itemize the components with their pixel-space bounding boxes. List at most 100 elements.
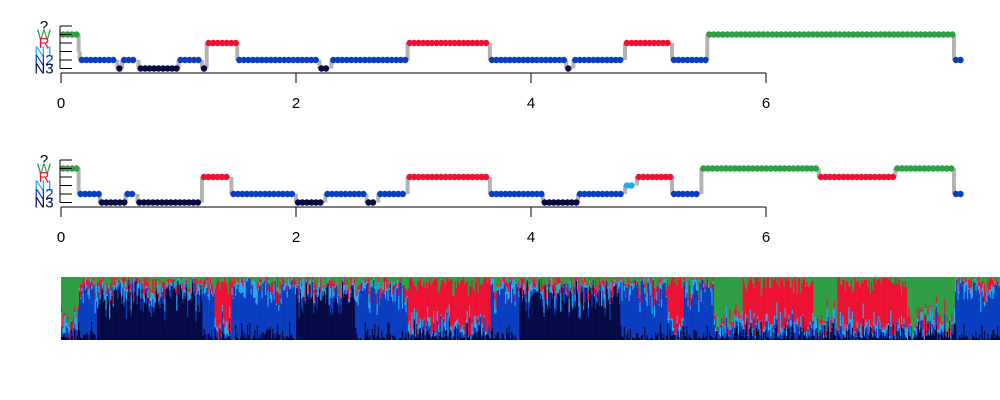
epoch-point (791, 31, 798, 38)
y-tick-label: ? (40, 18, 48, 35)
probability-column (574, 277, 577, 340)
probability-band-w (632, 277, 634, 282)
probability-band-r (454, 281, 457, 323)
probability-band-n3 (985, 339, 987, 340)
probability-band-n2 (416, 323, 418, 330)
probability-band-n3 (721, 330, 723, 340)
probability-band-w (679, 277, 681, 280)
probability-band-n2 (200, 285, 202, 290)
probability-band-n1 (917, 319, 920, 321)
probability-band-n3 (134, 291, 136, 340)
probability-band-r (146, 282, 148, 287)
probability-band-w (748, 277, 751, 279)
probability-band-n1 (567, 281, 569, 284)
epoch-point (895, 31, 902, 38)
probability-band-n3 (158, 304, 160, 340)
probability-band-r (861, 279, 863, 337)
probability-band-n3 (961, 334, 963, 340)
probability-band-n3 (275, 332, 278, 340)
probability-column (441, 277, 443, 340)
probability-band-r (275, 289, 278, 304)
probability-band-n1 (721, 323, 723, 325)
probability-band-w (346, 277, 349, 280)
probability-band-n1 (403, 282, 405, 285)
probability-band-w (724, 277, 727, 327)
probability-band-n1 (87, 290, 89, 295)
probability-band-n2 (117, 286, 119, 299)
epoch-point (550, 199, 557, 206)
probability-band-n2 (167, 284, 170, 288)
probability-band-n1 (149, 298, 152, 301)
probability-column (481, 277, 483, 340)
probability-band-n2 (478, 324, 481, 326)
probability-band-n1 (928, 329, 931, 335)
probability-column (973, 277, 975, 340)
probability-band-n3 (585, 287, 587, 340)
probability-band-w (986, 277, 988, 290)
probability-band-n1 (619, 282, 621, 287)
probability-band-n2 (388, 289, 391, 323)
probability-band-n2 (367, 282, 369, 329)
epoch-point (943, 165, 950, 172)
probability-column (645, 277, 647, 340)
probability-column (262, 277, 265, 340)
probability-band-n3 (269, 326, 272, 340)
epoch-point (931, 31, 938, 38)
probability-column (667, 277, 669, 340)
probability-band-n2 (230, 334, 232, 339)
probability-band-w (826, 277, 829, 299)
probability-band-n1 (559, 283, 561, 290)
probability-band-n1 (304, 299, 307, 301)
probability-band-r (536, 280, 538, 283)
probability-band-n2 (539, 292, 542, 299)
probability-band-n2 (184, 292, 187, 299)
probability-band-n1 (603, 287, 605, 299)
probability-column (769, 277, 771, 340)
probability-band-r (712, 277, 715, 282)
probability-band-n3 (171, 286, 173, 340)
probability-band-n2 (697, 290, 699, 339)
probability-column (875, 277, 878, 340)
probability-band-n1 (475, 316, 477, 329)
epoch-point (263, 56, 270, 64)
probability-band-n1 (760, 320, 763, 322)
probability-band-r (643, 277, 645, 279)
epoch-point (644, 173, 651, 181)
probability-band-r (518, 281, 520, 291)
probability-column (464, 277, 466, 340)
probability-band-r (187, 293, 189, 300)
epoch-point (603, 190, 611, 198)
probability-column (779, 277, 782, 340)
probability-band-n1 (254, 282, 256, 298)
probability-band-r (424, 287, 427, 329)
probability-column (687, 277, 689, 340)
epoch-point (709, 165, 716, 172)
probability-band-n1 (319, 278, 321, 288)
probability-column (952, 277, 955, 340)
epoch-point (388, 56, 395, 64)
probability-band-n2 (938, 331, 940, 334)
probability-column (280, 277, 283, 340)
probability-band-w (497, 277, 500, 286)
epoch-point (533, 56, 541, 64)
probability-band-n1 (987, 294, 989, 296)
probability-band-w (903, 277, 905, 287)
probability-band-n2 (88, 299, 91, 340)
probability-band-n2 (857, 329, 860, 332)
probability-column (205, 277, 207, 340)
probability-band-n3 (525, 310, 527, 340)
probability-band-n1 (994, 281, 997, 284)
probability-column (94, 277, 97, 340)
probability-column (664, 277, 667, 340)
epoch-point (907, 165, 914, 172)
probability-band-n1 (301, 286, 303, 299)
probability-band-n2 (202, 287, 205, 336)
probability-band-n1 (415, 335, 417, 337)
probability-band-n3 (405, 332, 407, 340)
probability-band-n1 (65, 322, 68, 327)
probability-band-n2 (257, 289, 260, 339)
probability-band-n2 (705, 286, 707, 337)
probability-band-n3 (928, 335, 931, 340)
probability-band-w (404, 277, 406, 287)
probability-band-n3 (977, 338, 980, 340)
